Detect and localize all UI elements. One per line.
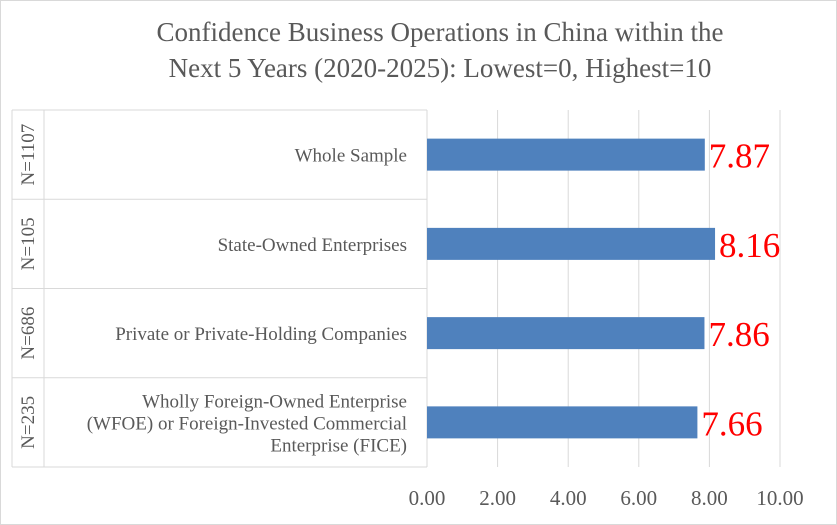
data-label: 7.87 [709,137,770,176]
x-tick-label: 10.00 [756,486,803,510]
category-label: Enterprise (FICE) [270,435,407,456]
category-label: Private or Private-Holding Companies [115,324,407,345]
category-label: (WFOE) or Foreign-Invested Commercial [87,413,407,434]
chart-title-line-1: Confidence Business Operations in China … [156,17,724,47]
group-label: N=105 [18,217,39,270]
bar [427,317,705,350]
bar [427,406,698,439]
category-label: State-Owned Enterprises [218,235,407,256]
category-label: Wholly Foreign-Owned Enterprise [142,391,407,412]
bar [427,138,705,171]
data-label: 8.16 [719,226,780,265]
x-tick-label: 2.00 [479,486,516,510]
group-label: N=686 [18,307,39,360]
group-label: N=235 [18,396,39,449]
x-tick-label: 8.00 [691,486,728,510]
x-tick-label: 6.00 [620,486,657,510]
x-tick-label: 4.00 [550,486,587,510]
group-label: N=1107 [18,124,39,186]
data-label: 7.66 [701,404,762,443]
chart-title-line-2: Next 5 Years (2020-2025): Lowest=0, High… [168,53,712,83]
data-label: 7.86 [708,315,769,354]
bar [427,227,716,260]
category-label: Whole Sample [295,146,407,167]
chart-title: Confidence Business Operations in China … [60,14,820,86]
x-tick-label: 0.00 [409,486,446,510]
